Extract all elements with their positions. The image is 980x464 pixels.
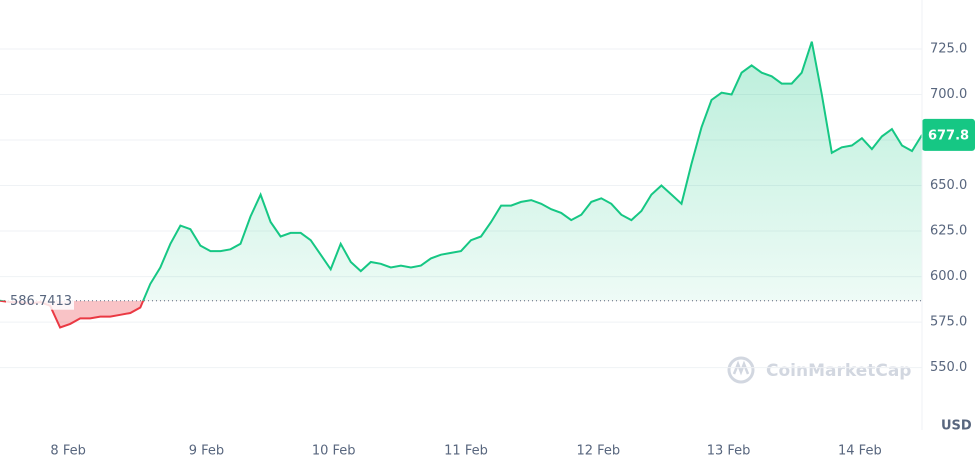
current-price-label: 677.8 [928, 128, 969, 143]
y-tick-label: 700.0 [930, 87, 967, 102]
y-tick-label: 625.0 [930, 224, 967, 239]
watermark: CoinMarketCap [727, 356, 911, 384]
y-tick-label: 650.0 [930, 178, 967, 193]
x-tick-label: 9 Feb [189, 444, 224, 459]
y-tick-label: 725.0 [930, 42, 967, 57]
x-tick-label: 10 Feb [312, 444, 356, 459]
x-tick-label: 8 Feb [50, 444, 85, 459]
area-down [0, 300, 144, 328]
y-axis-label: USD [941, 419, 972, 434]
x-tick-label: 14 Feb [838, 444, 882, 459]
price-line-up [0, 41, 922, 301]
y-tick-label: 600.0 [930, 269, 967, 284]
area-up [0, 41, 922, 301]
reference-label: 586.7413 [10, 294, 72, 309]
watermark-text: CoinMarketCap [766, 361, 911, 381]
x-tick-label: 12 Feb [576, 444, 620, 459]
y-tick-label: 550.0 [930, 360, 967, 375]
x-tick-label: 13 Feb [707, 444, 751, 459]
x-tick-label: 11 Feb [444, 444, 488, 459]
y-tick-label: 575.0 [930, 315, 967, 330]
current-price-badge [922, 118, 975, 151]
reference-label-bg [6, 291, 74, 310]
